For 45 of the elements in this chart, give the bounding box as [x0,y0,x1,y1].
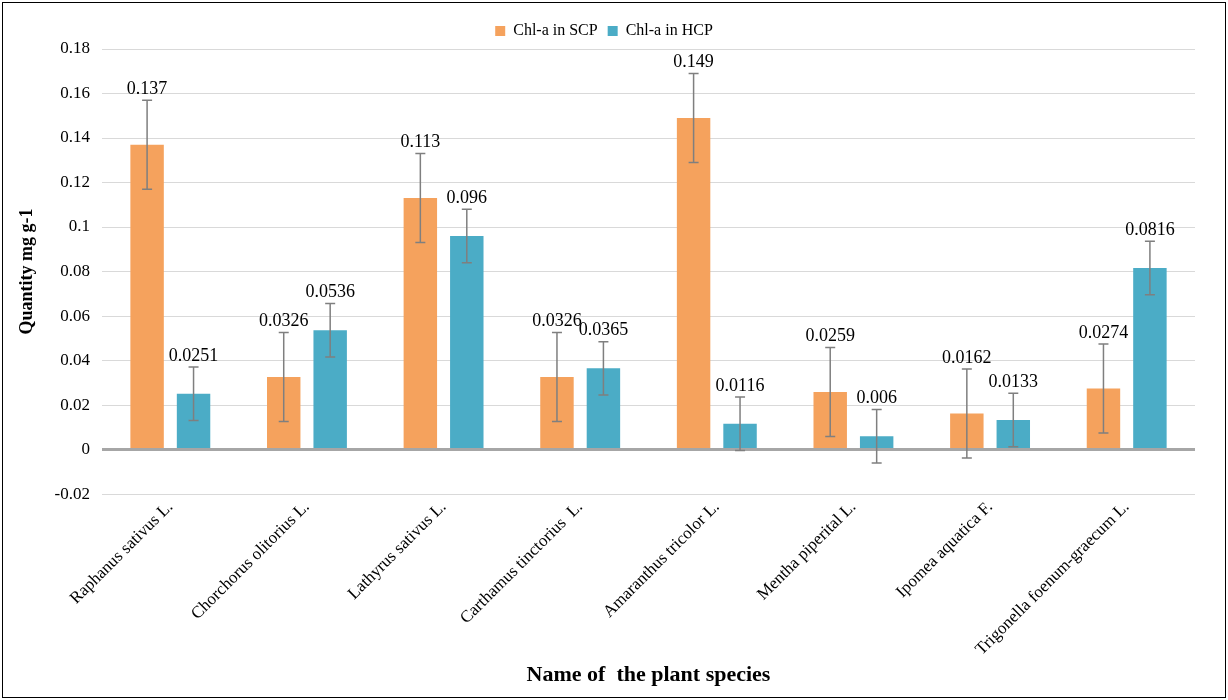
y-tick-label: 0.02 [60,394,91,414]
bar [450,235,484,449]
y-tick-label: 0.08 [60,261,91,280]
bar [130,144,164,449]
data-label: 0.006 [856,387,897,408]
data-label: 0.113 [400,131,441,152]
bar [813,391,847,449]
bar [267,377,301,449]
bar [1086,388,1121,449]
data-label: 0.0326 [258,310,309,331]
data-label: 0.137 [126,77,168,98]
y-tick-label: 0 [81,439,91,459]
y-tick-label: 0.04 [60,350,91,370]
x-axis-title: Name of the plant species [526,661,771,687]
data-label: 0.0162 [942,346,992,367]
bar [1133,267,1167,449]
bar [540,377,574,449]
legend-label: Chl-a in SCP [513,21,598,39]
data-label: 0.149 [673,51,714,72]
data-label: 0.0251 [168,344,219,365]
bar [859,436,894,449]
data-label: 0.0133 [988,371,1039,391]
bar [313,330,347,449]
bar [723,423,757,449]
bar [403,198,438,449]
y-tick-label: 0.16 [60,82,91,102]
bar [950,413,984,449]
data-label: 0.0116 [715,374,765,395]
bar [176,393,211,449]
y-tick-label: 0.12 [60,171,91,191]
data-label: 0.0274 [1078,321,1129,342]
bar [676,117,711,449]
bar [996,419,1031,449]
data-label: 0.0816 [1125,219,1175,239]
legend-label: Chl-a in HCP [625,21,713,39]
y-tick-label: 0.1 [68,216,91,236]
y-tick-label: 0.18 [60,38,91,58]
y-tick-label: -0.02 [54,483,91,503]
data-label: 0.096 [446,186,488,207]
data-label: 0.0536 [305,281,355,302]
y-axis-title: Quantity mg g-1 [16,208,37,335]
y-tick-label: 0.14 [60,127,91,147]
data-label: 0.0259 [805,325,855,346]
y-tick-label: 0.06 [60,305,91,325]
bar [586,368,621,449]
